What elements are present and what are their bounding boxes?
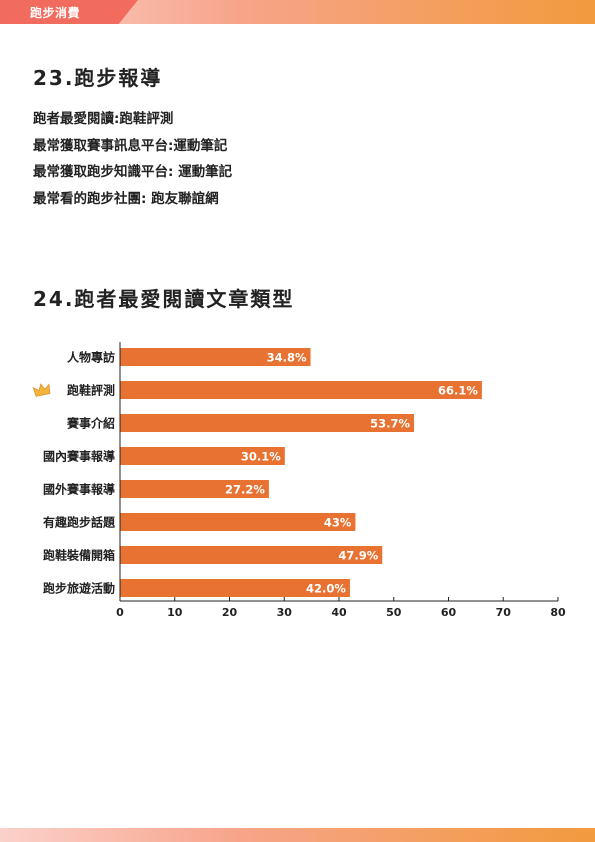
category-label-3: 國內賽事報導 xyxy=(43,449,115,464)
x-tick-label-0: 0 xyxy=(116,606,124,619)
fact-item: 最常看的跑步社團: 跑友聯誼網 xyxy=(33,190,219,207)
reading-facts-list: 跑者最愛閱讀:跑鞋評測 最常獲取賽事訊息平台:運動筆記 最常獲取跑步知識平台: … xyxy=(33,106,232,212)
category-label-2: 賽事介紹 xyxy=(66,416,115,431)
value-label-1: 66.1% xyxy=(438,384,478,398)
x-tick-label-2: 20 xyxy=(222,606,238,619)
bar-3 xyxy=(120,447,285,465)
x-tick-label-6: 60 xyxy=(441,606,457,619)
category-label-7: 跑步旅遊活動 xyxy=(43,581,115,596)
bar-4 xyxy=(120,480,269,498)
value-label-7: 42.0% xyxy=(306,582,346,596)
crown-icon xyxy=(32,383,51,397)
category-label-0: 人物專訪 xyxy=(67,350,115,365)
x-tick-label-5: 50 xyxy=(386,606,402,619)
reading-type-bar-chart: 人物專訪 34.8% 跑鞋評測 66.1% 賽事介紹 53.7% 國內賽事報導 30.1% 國外… xyxy=(32,342,566,619)
value-label-2: 53.7% xyxy=(370,417,410,431)
fact-item: 最常獲取跑步知識平台: 運動筆記 xyxy=(33,164,233,180)
x-tick-label-3: 30 xyxy=(277,606,293,619)
footer-band xyxy=(0,828,595,842)
category-label-6: 跑鞋裝備開箱 xyxy=(43,548,115,563)
section-24-title: 24.跑者最愛閱讀文章類型 xyxy=(33,287,295,311)
section-tab xyxy=(0,0,138,24)
bar-2 xyxy=(120,414,415,432)
fact-item: 最常獲取賽事訊息平台:運動筆記 xyxy=(33,137,228,154)
value-label-4: 27.2% xyxy=(225,483,265,497)
value-label-0: 34.8% xyxy=(267,351,307,365)
bar-6 xyxy=(120,546,383,564)
value-label-6: 47.9% xyxy=(338,549,378,563)
section-tab-label: 跑步消費 xyxy=(30,6,81,20)
x-tick-label-7: 70 xyxy=(496,606,512,619)
x-tick-label-1: 10 xyxy=(167,606,183,619)
fact-item: 跑者最愛閱讀:跑鞋評測 xyxy=(33,111,174,127)
bar-7 xyxy=(120,579,350,597)
bar-1 xyxy=(120,381,482,399)
x-tick-label-4: 40 xyxy=(331,606,347,619)
category-label-5: 有趣跑步話題 xyxy=(43,515,116,530)
category-label-4: 國外賽事報導 xyxy=(43,482,115,497)
value-label-5: 43% xyxy=(324,516,352,530)
x-tick-label-8: 80 xyxy=(550,606,566,619)
category-label-1: 跑鞋評測 xyxy=(67,383,115,398)
bar-0 xyxy=(120,348,311,366)
bar-5 xyxy=(120,513,356,531)
section-23-title: 23.跑步報導 xyxy=(33,66,163,90)
value-label-3: 30.1% xyxy=(241,450,281,464)
